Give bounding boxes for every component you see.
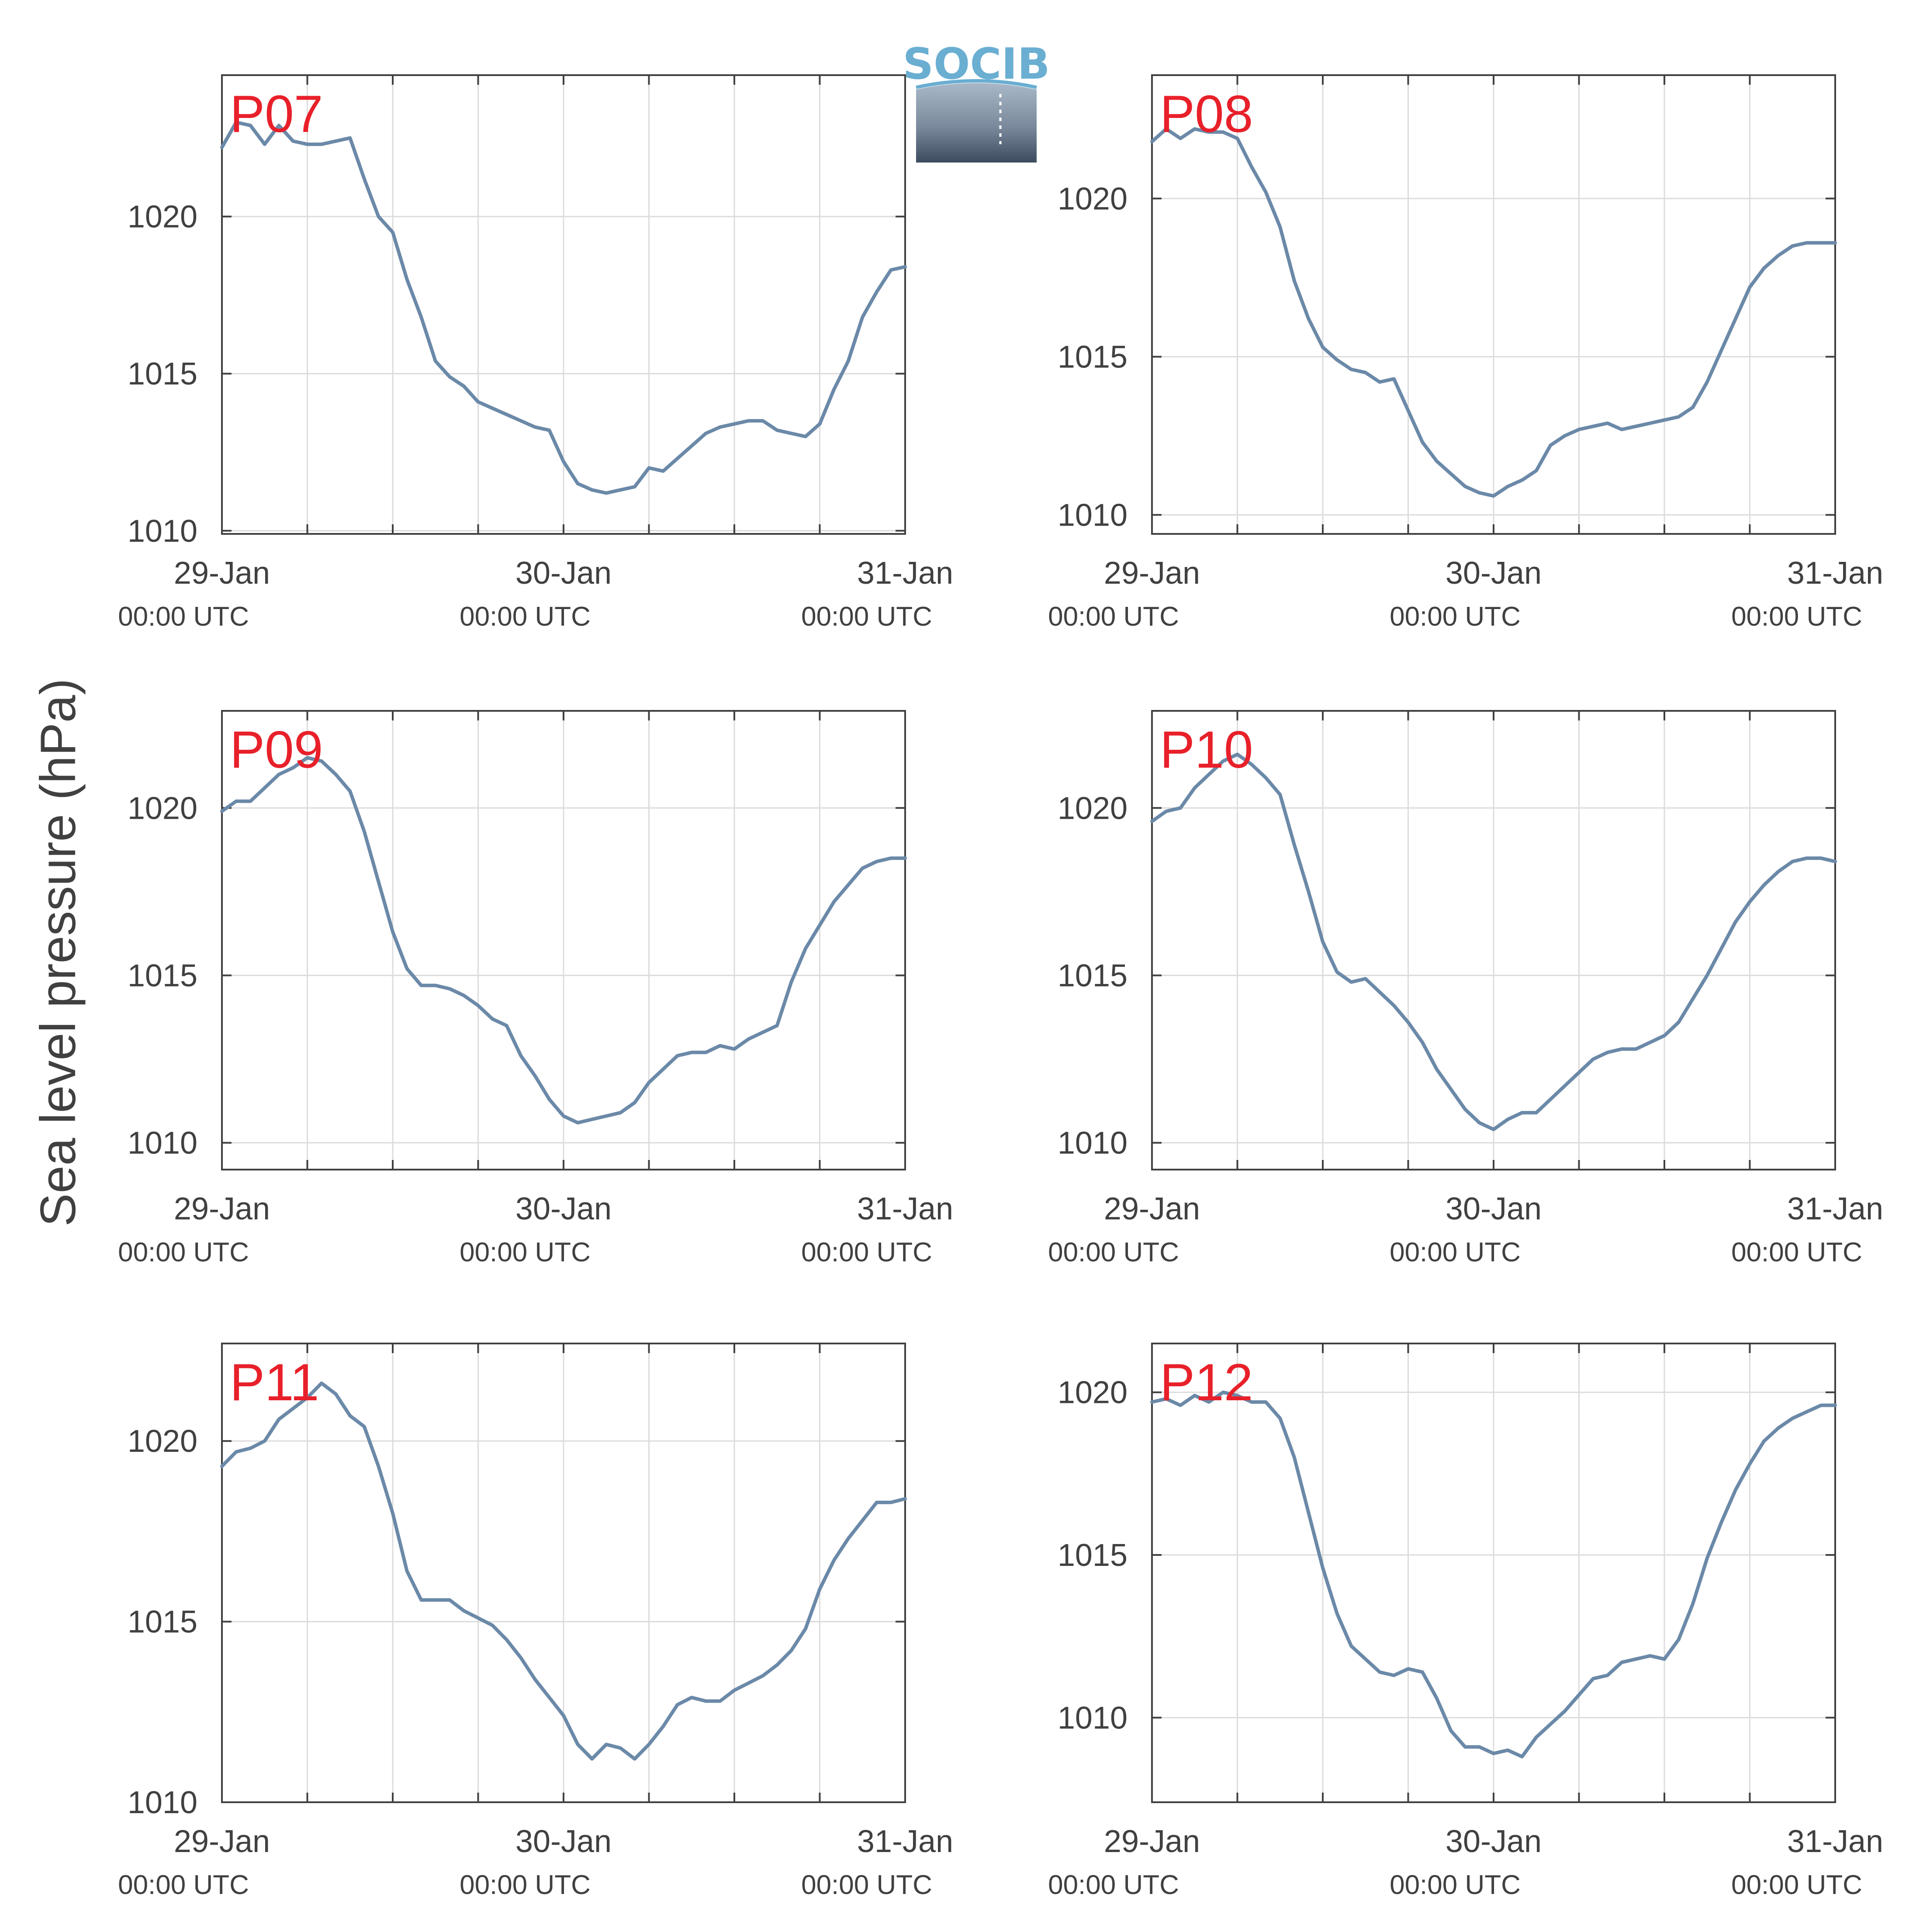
- x-tick-sublabel: 00:00 UTC: [460, 1237, 591, 1267]
- x-tick-label: 29-Jan: [174, 556, 270, 591]
- x-tick-sublabel: 00:00 UTC: [1731, 1870, 1862, 1900]
- x-tick-label: 30-Jan: [1446, 1191, 1542, 1226]
- y-tick-label: 1020: [1058, 791, 1128, 826]
- station-label: P12: [1160, 1353, 1253, 1412]
- x-tick-sublabel: 00:00 UTC: [118, 1870, 249, 1900]
- x-tick-sublabel: 00:00 UTC: [1390, 1237, 1521, 1267]
- y-tick-label: 1015: [128, 958, 197, 993]
- panel-p08: 1010 1015 1020 29-Jan 00:00 UTC 30-Jan 00:00 U…: [1048, 74, 1883, 632]
- y-tick-label: 1010: [128, 1785, 197, 1820]
- panel-p11: 1010 1015 1020 29-Jan 00:00 UTC 30-Jan 00:00 U…: [118, 1343, 953, 1900]
- y-tick-label: 1010: [128, 1126, 197, 1161]
- x-tick-sublabel: 00:00 UTC: [1048, 1237, 1179, 1267]
- station-label: P08: [1160, 85, 1253, 143]
- x-tick-sublabel: 00:00 UTC: [1048, 602, 1179, 632]
- x-tick-sublabel: 00:00 UTC: [460, 602, 591, 632]
- station-label: P11: [230, 1353, 319, 1412]
- y-tick-label: 1015: [128, 1605, 197, 1640]
- station-label: P10: [1160, 720, 1253, 779]
- series-line-p09: [220, 756, 907, 1125]
- y-axis-label: Sea level pressure (hPa): [31, 679, 86, 1227]
- x-tick-sublabel: 00:00 UTC: [118, 1237, 249, 1267]
- series-line-p07: [220, 120, 907, 495]
- y-tick-label: 1015: [128, 357, 197, 391]
- x-tick-sublabel: 00:00 UTC: [801, 602, 932, 632]
- x-tick-label: 29-Jan: [1104, 1191, 1200, 1226]
- x-tick-sublabel: 00:00 UTC: [801, 1870, 932, 1900]
- x-tick-label: 31-Jan: [857, 1824, 953, 1859]
- x-tick-sublabel: 00:00 UTC: [1731, 602, 1862, 632]
- station-label: P09: [230, 720, 323, 779]
- x-tick-label: 31-Jan: [1787, 1824, 1883, 1859]
- y-tick-label: 1020: [128, 791, 197, 826]
- y-tick-label: 1010: [1058, 1126, 1128, 1161]
- x-tick-label: 31-Jan: [1787, 556, 1883, 591]
- x-tick-sublabel: 00:00 UTC: [1731, 1237, 1862, 1267]
- x-tick-label: 30-Jan: [515, 1824, 612, 1859]
- y-tick-label: 1015: [1058, 339, 1128, 374]
- panel-p09: 1010 1015 1020 29-Jan 00:00 UTC 30-Jan 00:00 U…: [118, 710, 953, 1267]
- x-tick-label: 29-Jan: [1104, 556, 1200, 591]
- x-tick-label: 30-Jan: [515, 556, 612, 591]
- x-tick-sublabel: 00:00 UTC: [460, 1870, 591, 1900]
- x-tick-label: 29-Jan: [174, 1191, 270, 1226]
- series-line-p12: [1150, 1390, 1837, 1759]
- y-tick-label: 1010: [1058, 1700, 1128, 1735]
- x-tick-label: 31-Jan: [857, 1191, 953, 1226]
- y-tick-label: 1015: [1058, 958, 1128, 993]
- x-tick-sublabel: 00:00 UTC: [1390, 1870, 1521, 1900]
- x-tick-label: 30-Jan: [1446, 1824, 1542, 1859]
- y-tick-label: 1020: [1058, 1375, 1128, 1410]
- x-tick-label: 31-Jan: [857, 556, 953, 591]
- y-tick-label: 1020: [128, 1424, 197, 1459]
- station-label: P07: [230, 85, 323, 143]
- logo-wave-line: [916, 79, 1037, 89]
- x-tick-sublabel: 00:00 UTC: [801, 1237, 932, 1267]
- y-tick-label: 1020: [128, 200, 197, 235]
- panels: 1010 1015 1020 29-Jan 00:00 UTC 30-Jan 00:00 U…: [118, 74, 1883, 1900]
- socib-logo: SOCIB: [903, 39, 1050, 163]
- series-line-p11: [220, 1381, 907, 1761]
- panel-p07: 1010 1015 1020 29-Jan 00:00 UTC 30-Jan 00:00 U…: [118, 74, 953, 632]
- x-tick-sublabel: 00:00 UTC: [1048, 1870, 1179, 1900]
- x-tick-sublabel: 00:00 UTC: [118, 602, 249, 632]
- y-tick-label: 1020: [1058, 181, 1128, 216]
- series-line-p10: [1150, 752, 1837, 1131]
- panel-p10: 1010 1015 1020 29-Jan 00:00 UTC 30-Jan 00:00 U…: [1048, 710, 1883, 1267]
- logo-wave-block: [916, 83, 1037, 163]
- y-tick-label: 1010: [128, 514, 197, 549]
- panel-p12: 1010 1015 1020 29-Jan 00:00 UTC 30-Jan 00:00 U…: [1048, 1343, 1883, 1900]
- y-tick-label: 1010: [1058, 498, 1128, 533]
- y-tick-label: 1015: [1058, 1538, 1128, 1573]
- x-tick-label: 29-Jan: [174, 1824, 270, 1859]
- series-line-p08: [1150, 127, 1837, 498]
- x-tick-label: 31-Jan: [1787, 1191, 1883, 1226]
- x-tick-label: 30-Jan: [1446, 556, 1542, 591]
- x-tick-label: 29-Jan: [1104, 1824, 1200, 1859]
- x-tick-label: 30-Jan: [515, 1191, 612, 1226]
- x-tick-sublabel: 00:00 UTC: [1390, 602, 1521, 632]
